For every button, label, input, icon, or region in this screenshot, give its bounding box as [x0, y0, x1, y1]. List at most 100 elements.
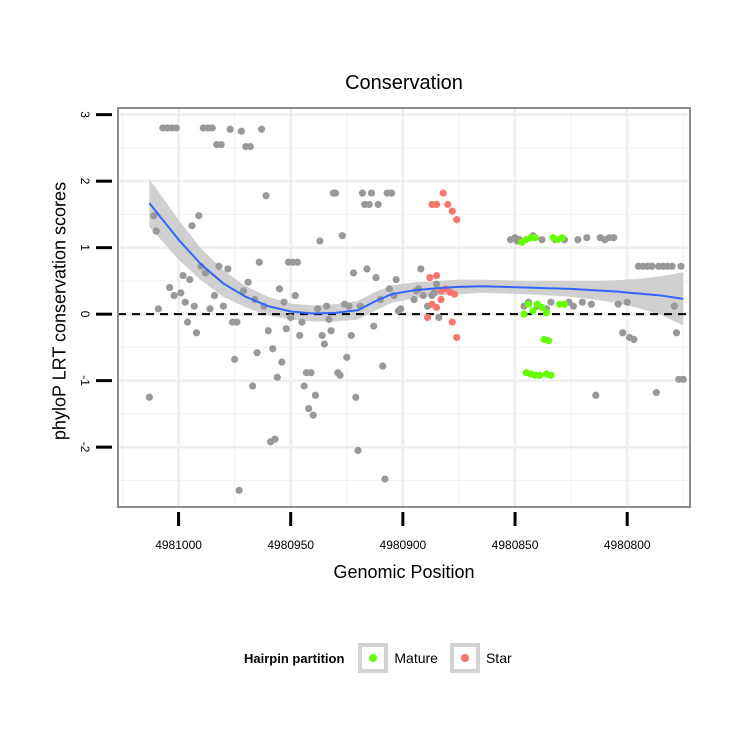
x-tick-label: 4980950	[267, 538, 314, 552]
data-point-mature	[545, 337, 553, 345]
data-point-other	[145, 393, 154, 401]
data-point-other	[587, 300, 595, 308]
data-point-other	[314, 305, 322, 313]
data-point-other	[291, 291, 299, 300]
data-points	[145, 124, 687, 494]
legend-key-star	[449, 643, 480, 673]
data-point-other	[672, 329, 681, 337]
data-point-other	[215, 262, 223, 270]
data-point-star	[439, 189, 447, 197]
data-point-other	[316, 237, 324, 245]
data-point-other	[244, 278, 252, 286]
data-point-mature	[531, 234, 539, 242]
legend: Hairpin partition Mature Star	[244, 640, 524, 676]
data-point-other	[282, 325, 290, 333]
data-point-other	[419, 291, 427, 300]
data-point-other	[648, 262, 656, 270]
legend-title: Hairpin partition	[244, 650, 345, 666]
y-tick-label: -2	[78, 442, 92, 453]
data-point-other	[278, 358, 286, 366]
data-point-other	[296, 331, 304, 340]
data-point-other	[385, 285, 394, 293]
data-point-other	[338, 232, 346, 240]
data-point-star	[423, 313, 432, 322]
mature-dot-icon	[369, 654, 378, 662]
y-tick-label: 0	[78, 311, 92, 318]
data-point-other	[181, 298, 189, 306]
data-point-other	[195, 212, 203, 220]
data-point-star	[453, 216, 461, 224]
y-tick-label: 1	[78, 244, 92, 251]
data-point-other	[287, 313, 295, 322]
data-point-other	[381, 475, 389, 483]
x-tick-label: 4980800	[604, 538, 651, 552]
data-point-mature	[542, 309, 551, 317]
data-point-other	[273, 373, 281, 381]
data-point-other	[614, 300, 622, 308]
data-point-other	[298, 318, 306, 326]
data-point-other	[547, 298, 555, 306]
data-point-other	[233, 318, 241, 326]
data-point-other	[630, 335, 638, 344]
data-point-other	[275, 285, 284, 293]
star-dot-icon	[460, 654, 469, 662]
data-point-other	[237, 127, 245, 135]
data-point-other	[280, 298, 288, 306]
data-point-other	[365, 200, 373, 209]
data-point-other	[354, 446, 362, 455]
legend-label-mature: Mature	[394, 650, 438, 666]
data-point-other	[305, 404, 313, 413]
data-point-star	[432, 200, 441, 209]
data-point-other	[569, 302, 577, 310]
data-point-star	[444, 200, 452, 209]
data-point-other	[592, 391, 600, 399]
data-point-star	[432, 271, 441, 280]
data-point-other	[262, 192, 270, 200]
data-point-other	[226, 125, 234, 133]
data-point-other	[150, 212, 158, 220]
data-point-other	[248, 382, 257, 390]
data-point-other	[183, 318, 192, 326]
data-point-other	[327, 327, 335, 335]
data-point-other	[217, 140, 225, 149]
data-point-other	[574, 236, 582, 244]
data-point-other	[210, 291, 219, 300]
legend-label-star: Star	[485, 650, 512, 666]
data-point-other	[186, 275, 194, 284]
data-point-other	[219, 302, 228, 310]
data-point-other	[179, 271, 187, 280]
data-point-other	[417, 265, 425, 273]
data-point-star	[432, 303, 441, 312]
data-point-other	[177, 289, 185, 297]
data-point-other	[192, 329, 201, 337]
data-point-other	[231, 355, 239, 363]
data-point-other	[235, 486, 243, 494]
data-point-other	[352, 393, 360, 401]
data-point-star	[448, 207, 456, 215]
data-point-other	[170, 291, 178, 300]
data-point-other	[224, 265, 232, 273]
data-point-other	[190, 302, 198, 310]
x-tick-label: 4981000	[155, 538, 202, 552]
data-point-star	[448, 318, 456, 326]
data-point-other	[323, 302, 331, 310]
data-point-other	[152, 227, 160, 235]
data-point-other	[623, 298, 631, 306]
data-point-star	[450, 290, 459, 298]
data-point-other	[271, 435, 279, 443]
data-point-other	[154, 305, 162, 313]
data-point-other	[257, 125, 266, 133]
data-point-other	[430, 289, 438, 297]
data-point-other	[435, 313, 443, 322]
data-point-other	[336, 371, 344, 379]
data-point-other	[538, 236, 546, 244]
x-axis: 4981000 4980950 4980900 4980850 4980800	[155, 512, 651, 552]
data-point-other	[578, 298, 586, 306]
data-point-mature	[524, 300, 533, 308]
data-point-mature	[538, 303, 546, 312]
data-point-other	[206, 305, 214, 313]
data-point-other	[165, 283, 174, 292]
data-point-mature	[560, 300, 568, 308]
data-point-other	[201, 269, 210, 277]
